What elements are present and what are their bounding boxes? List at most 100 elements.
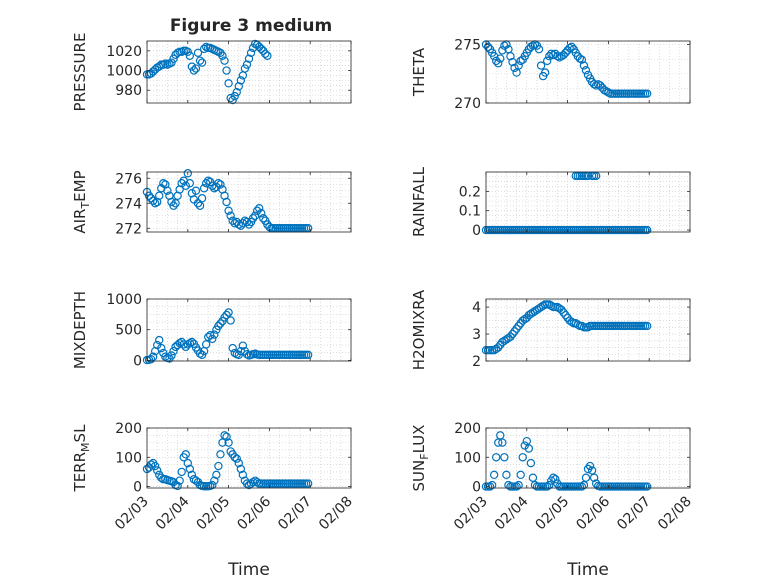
data-marker — [226, 93, 235, 103]
y-tick-label: 100 — [454, 450, 481, 466]
data-marker — [492, 56, 501, 66]
data-marker — [169, 346, 178, 356]
y-tick-label: 200 — [115, 421, 142, 437]
data-marker — [581, 66, 591, 75]
x-axis-label: Time — [227, 560, 270, 580]
data-marker — [150, 461, 160, 471]
data-marker — [257, 44, 266, 54]
data-marker — [514, 61, 523, 70]
data-marker — [587, 466, 597, 475]
data-marker — [159, 179, 168, 188]
data-marker — [228, 343, 237, 353]
data-marker — [557, 305, 566, 314]
data-marker — [199, 184, 209, 193]
data-marker — [506, 332, 515, 341]
y-axis-label-main: AIR — [71, 209, 89, 234]
y-tick-label: 274 — [115, 196, 142, 212]
data-marker — [197, 58, 207, 67]
data-marker — [494, 59, 503, 68]
data-marker — [169, 54, 178, 63]
data-marker — [161, 352, 170, 361]
data-marker — [303, 479, 313, 488]
data-marker — [502, 470, 511, 480]
data-marker — [185, 464, 195, 474]
data-marker — [303, 350, 313, 360]
data-marker — [163, 186, 172, 195]
data-marker — [526, 42, 536, 52]
y-tick-label: 3 — [472, 327, 481, 343]
data-marker — [152, 466, 162, 475]
data-marker — [567, 42, 576, 52]
data-marker — [516, 470, 525, 480]
data-marker — [208, 334, 217, 344]
data-marker — [238, 341, 248, 350]
data-marker — [224, 438, 233, 447]
y-axis-label-main: SUN — [410, 460, 428, 492]
data-marker — [173, 481, 182, 491]
data-marker — [596, 81, 605, 90]
data-marker — [514, 321, 523, 331]
y-axis-label-subscript: T — [79, 202, 92, 210]
data-marker — [224, 79, 233, 88]
data-marker — [193, 199, 203, 208]
data-marker — [208, 480, 217, 490]
data-marker — [242, 350, 252, 359]
y-axis-label-rest: SL — [71, 424, 89, 443]
data-marker — [171, 199, 180, 208]
data-marker — [553, 52, 562, 61]
data-marker — [238, 219, 248, 228]
data-marker — [246, 48, 256, 58]
y-tick-label: 0 — [133, 353, 142, 369]
data-marker — [604, 88, 613, 97]
data-marker — [183, 47, 192, 57]
y-axis-label: TERRMSL — [71, 424, 92, 493]
axes-frame — [485, 427, 691, 489]
data-marker — [210, 330, 219, 339]
data-marker — [155, 191, 164, 200]
data-marker — [157, 343, 166, 353]
data-marker — [216, 319, 225, 328]
data-marker — [514, 480, 523, 490]
data-marker — [489, 470, 499, 480]
data-marker — [230, 348, 239, 358]
y-axis-label-subscript: F — [418, 453, 431, 459]
data-marker — [248, 214, 258, 223]
data-marker — [543, 56, 552, 66]
y-tick-label: 0.2 — [459, 184, 481, 200]
data-marker — [214, 179, 223, 188]
y-tick-label: 100 — [115, 450, 142, 466]
data-marker — [240, 64, 250, 73]
axes-frame — [146, 40, 352, 104]
data-marker — [579, 480, 589, 490]
y-axis-label: H2OMIXRA — [410, 289, 428, 370]
data-marker — [226, 211, 235, 220]
data-marker — [244, 54, 254, 63]
data-marker — [195, 349, 205, 358]
data-marker — [232, 454, 241, 463]
y-axis-label: MIXDEPTH — [71, 291, 89, 369]
y-tick-label: 0.1 — [459, 204, 481, 220]
subplot-6: 2 3 4 H2OMIXRA — [410, 289, 691, 370]
data-marker — [534, 44, 544, 54]
grid — [485, 427, 691, 488]
y-axis-label-rest: EMP — [71, 170, 89, 201]
data-marker — [492, 453, 501, 462]
data-marker — [214, 321, 223, 331]
y-axis-label-main: THETA — [410, 47, 428, 97]
grid — [146, 171, 352, 232]
data-marker — [148, 352, 158, 361]
data-marker — [187, 337, 197, 347]
data-marker — [583, 323, 593, 332]
data-marker — [195, 201, 205, 210]
y-axis-label: PRESSURE — [71, 33, 89, 112]
data-marker — [512, 324, 521, 333]
data-marker — [244, 220, 254, 229]
data-marker — [589, 473, 599, 482]
axes-frame — [485, 298, 691, 362]
data-marker — [487, 480, 497, 490]
data-marker — [183, 458, 192, 468]
data-marker — [561, 48, 570, 57]
data-marker — [524, 444, 534, 453]
data-marker — [555, 53, 564, 62]
